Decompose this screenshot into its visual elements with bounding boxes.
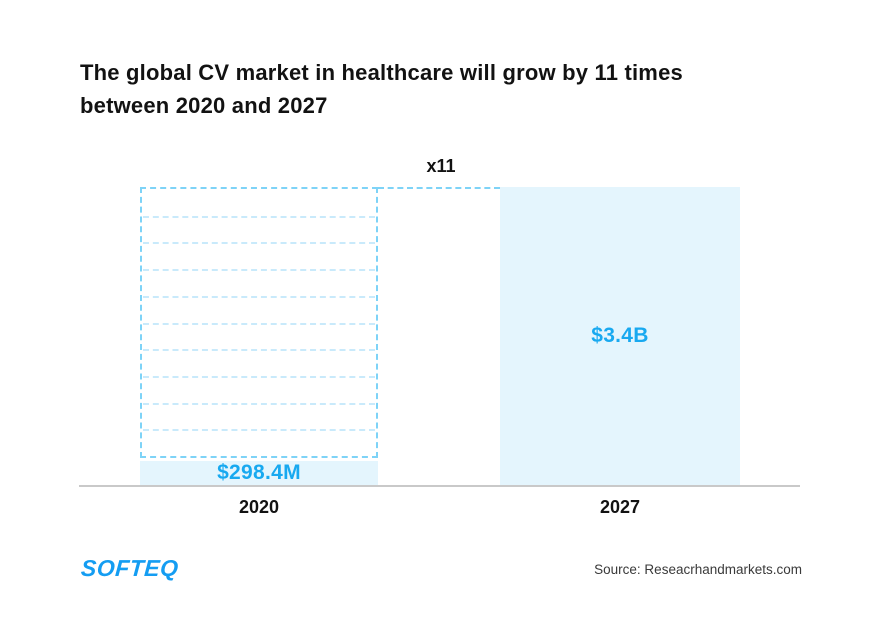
ghost-segment-line (143, 322, 375, 325)
ghost-segment-line (143, 295, 375, 298)
ghost-segment-line (143, 242, 375, 245)
chart-title-line-2: between 2020 and 2027 (80, 93, 328, 118)
ghost-segment-line (143, 349, 375, 352)
bar-2020: $298.4M (140, 461, 378, 485)
bar-2020-value-label: $298.4M (217, 461, 301, 484)
bar-2027-value-label: $3.4B (591, 324, 649, 347)
x-axis-label-2020: 2020 (238, 497, 280, 517)
ghost-segment-line (143, 429, 375, 432)
bar-2027: $3.4B (500, 187, 740, 485)
ghost-segment-line (143, 269, 375, 272)
softeq-logo: SOFTEQ (80, 555, 180, 581)
x-axis-label-2027: 2027 (599, 497, 641, 517)
ghost-segment-line (143, 402, 375, 405)
ghost-segment-line (143, 375, 375, 378)
ghost-connector-line (378, 187, 500, 189)
ghost-projection-box (140, 187, 378, 458)
x-axis-line (79, 485, 800, 487)
chart-title: The global CV market in healthcare will … (80, 56, 810, 122)
source-attribution: Source: Reseacrhandmarkets.com (594, 562, 802, 577)
chart-title-line-1: The global CV market in healthcare will … (80, 60, 683, 85)
ghost-segment-line (143, 215, 375, 218)
multiplier-annotation: x11 (426, 156, 456, 176)
